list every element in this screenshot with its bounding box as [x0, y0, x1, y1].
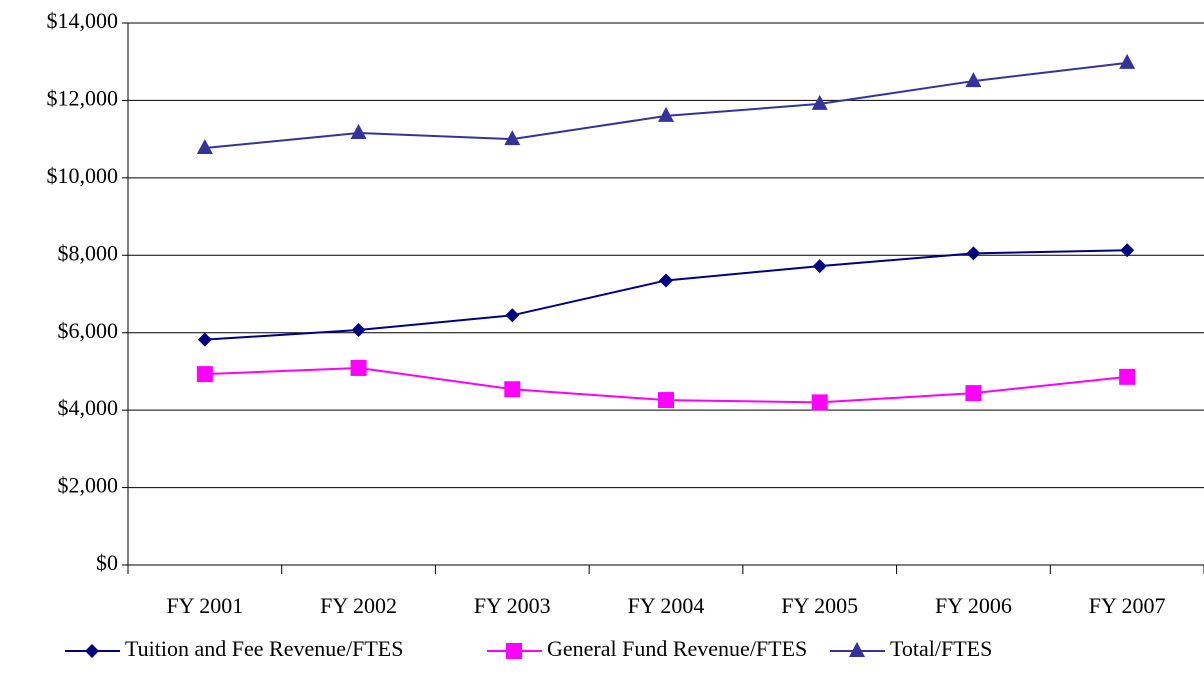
y-tick-label: $2,000	[58, 473, 119, 498]
legend-marker	[85, 644, 99, 658]
point	[504, 381, 521, 398]
point	[1119, 368, 1136, 385]
point	[197, 332, 212, 347]
point	[965, 72, 982, 88]
point	[351, 323, 366, 338]
legend-marker	[849, 642, 865, 657]
point	[1120, 243, 1135, 258]
y-tick-label: $12,000	[47, 85, 119, 110]
x-tick-label: FY 2002	[320, 593, 397, 618]
legend-marker	[506, 643, 522, 659]
point	[659, 273, 673, 288]
series-line	[204, 61, 1128, 150]
point	[350, 123, 367, 139]
x-tick-label: FY 2004	[628, 593, 705, 618]
series-line	[204, 249, 1128, 341]
y-tick-label: $8,000	[58, 240, 119, 265]
legend-label: Tuition and Fee Revenue/FTES	[125, 636, 403, 661]
y-tick-label: $0	[96, 550, 118, 575]
x-tick-label: FY 2007	[1089, 593, 1166, 618]
y-tick-label: $4,000	[58, 395, 119, 420]
x-tick-label: FY 2001	[166, 593, 243, 618]
y-tick-label: $10,000	[47, 163, 119, 188]
y-tick-label: $14,000	[47, 8, 119, 33]
point	[812, 259, 827, 274]
x-tick-label: FY 2003	[474, 593, 551, 618]
legend-label: General Fund Revenue/FTES	[547, 636, 807, 661]
point	[350, 359, 367, 376]
point	[504, 130, 521, 146]
point	[196, 139, 213, 155]
point	[658, 106, 674, 122]
point	[505, 308, 520, 323]
point	[966, 246, 981, 261]
x-tick-label: FY 2005	[781, 593, 858, 618]
legend-label: Total/FTES	[890, 636, 992, 661]
point	[965, 385, 982, 402]
point	[811, 94, 828, 110]
x-tick-label: FY 2006	[935, 593, 1012, 618]
y-tick-label: $6,000	[58, 318, 119, 343]
point	[811, 394, 828, 411]
point	[196, 366, 213, 383]
point	[658, 392, 674, 409]
point	[1119, 53, 1136, 69]
